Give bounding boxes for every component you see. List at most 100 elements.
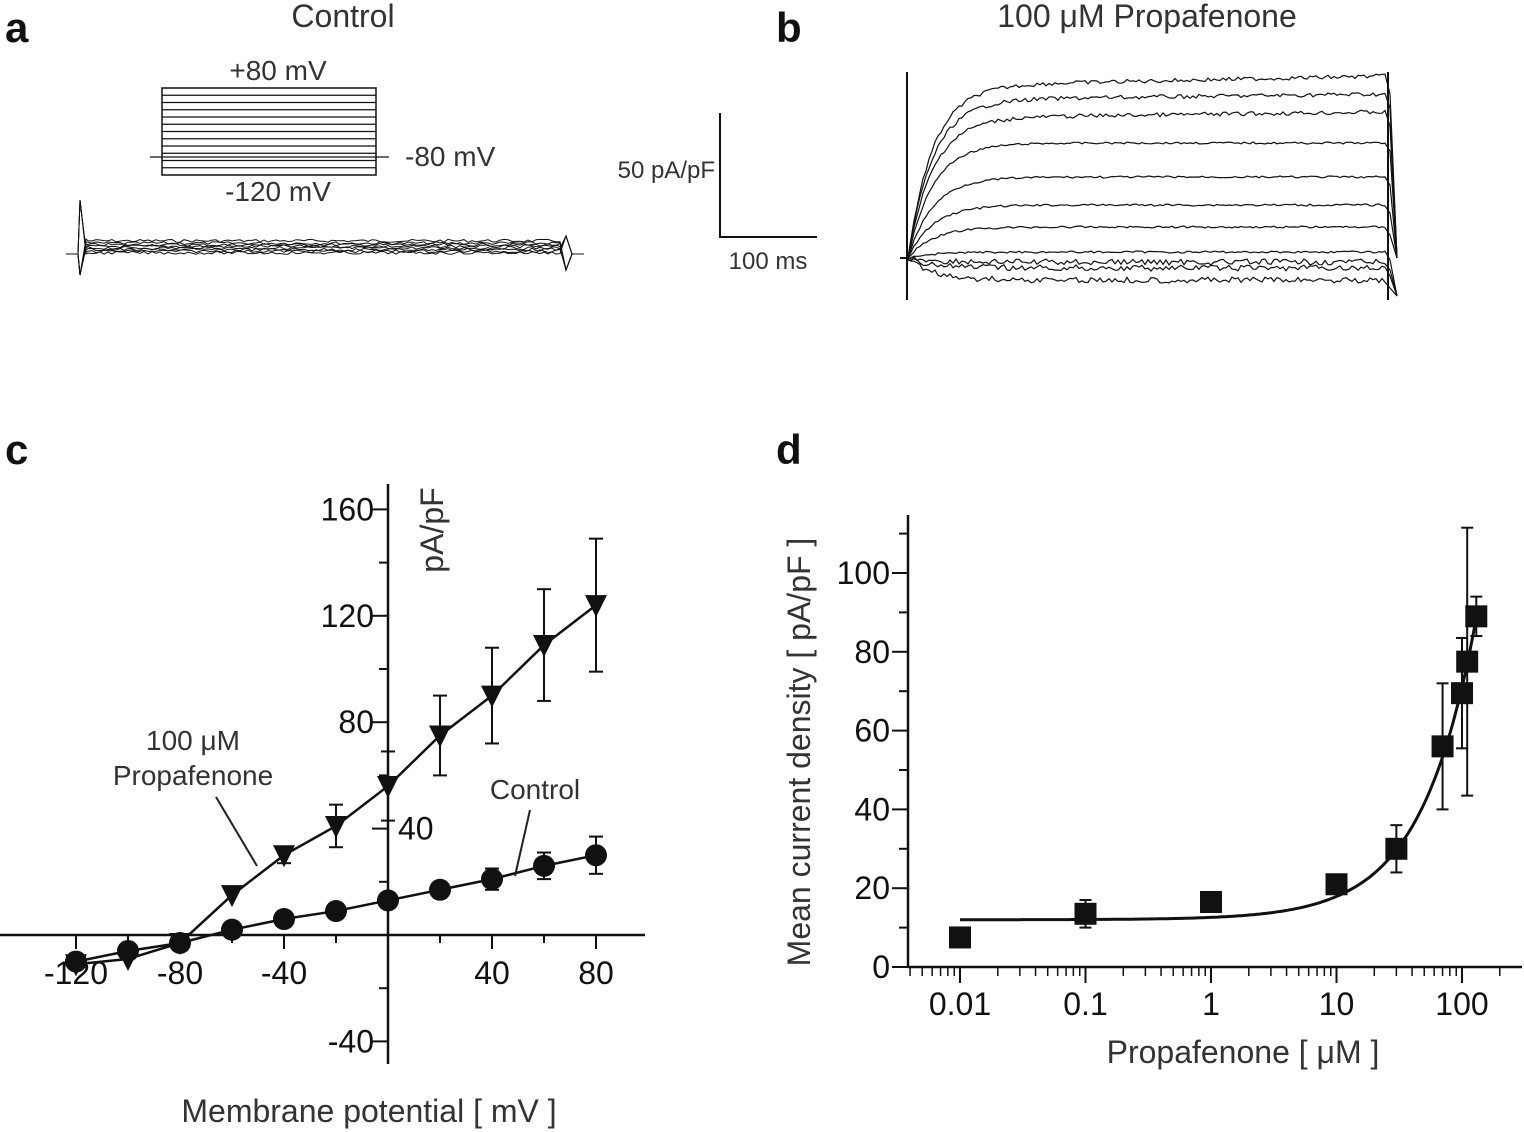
propafenone-trace [900,92,1398,262]
dose-response-y-tick-label: 100 [837,555,890,591]
propafenone-iv-point [585,595,607,618]
propafenone-iv-point [429,725,451,748]
panel-d: d 0.01 0.1 1 10 100 0 20 40 60 80 100 Mean current… [776,426,1522,1070]
control-iv-point [533,854,555,877]
panel-letter-d: d [776,426,802,473]
annotation-drug-line2: Propafenone [113,760,273,791]
propafenone-trace [900,255,1398,297]
propafenone-trace [900,250,1398,297]
scale-bar-y-label: 50 pA/pF [618,157,715,184]
dose-response-point [1325,873,1348,896]
panel-b-title: 100 μM Propafenone [997,0,1297,34]
propafenone-iv-point [117,948,139,971]
iv-y-tick-label: 120 [321,598,374,634]
scale-bar: 50 pA/pF 100 ms [618,113,817,275]
propafenone-iv-point [377,776,399,799]
scale-bar-x-label: 100 ms [729,248,808,275]
propafenone-iv-point [533,635,555,658]
panel-letter-b: b [776,4,802,51]
propafenone-trace [900,203,1398,259]
panel-letter-a: a [5,4,29,51]
panel-b: b 100 μM Propafenone [776,0,1398,300]
iv-x-axis-label: Membrane potential [ mV ] [181,1093,556,1129]
dose-response-y-tick-label: 0 [872,949,890,985]
propafenone-trace [900,257,1398,297]
scale-bar-lines [719,113,817,238]
iv-x-tick-label: 40 [474,955,510,991]
dose-response-x-tick-label: 0.1 [1063,986,1107,1022]
iv-y-tick-label: -40 [328,1023,374,1059]
dose-response-point [949,926,971,949]
dose-response-point [1385,837,1408,860]
dose-response-fit-curve [960,617,1478,922]
propafenone-iv-point [325,815,347,838]
control-trace [66,238,584,276]
iv-x-tick-label: 80 [578,955,614,991]
protocol-hold-label: -80 mV [405,141,496,172]
iv-error-bars [277,537,603,899]
propafenone-iv-point [273,845,295,868]
propafenone-trace [900,255,1398,297]
dose-response-x-axis-label: Propafenone [ μM ] [1107,1034,1380,1070]
propafenone-iv-point [65,954,87,977]
control-trace [66,199,584,255]
protocol-steps [162,94,376,169]
protocol-top-label: +80 mV [229,55,327,86]
dose-response-point [1200,890,1222,913]
control-iv-point [273,908,295,931]
control-trace [66,241,584,276]
dose-response-x-tick-label: 1 [1202,986,1220,1022]
dose-response-y-tick-label: 80 [854,634,890,670]
control-iv-point [585,844,607,867]
panel-letter-c: c [5,426,28,473]
propafenone-trace [900,141,1398,259]
dose-response-markers [949,605,1488,949]
iv-y-tick-label: 40 [398,811,434,847]
annotation-drug-pointer [215,796,258,867]
panel-a-title: Control [291,0,394,34]
propafenone-trace [900,225,1398,259]
dose-response-y-tick-label: 40 [854,791,890,827]
dose-response-error-bars [1079,526,1483,929]
control-trace [66,199,584,255]
dose-response-x-tick-label: 0.01 [929,986,991,1022]
protocol-bottom-label: -120 mV [225,176,331,207]
iv-y-tick-label: 160 [321,491,374,527]
control-trace [66,199,584,255]
iv-y-tick-label: 80 [338,704,374,740]
dose-response-point [1465,605,1488,628]
control-iv-point [481,868,503,891]
dose-response-x-tick-label: 10 [1319,986,1355,1022]
propafenone-trace [900,175,1398,260]
propafenone-current-traces [900,73,1398,297]
annotation-drug-line1: 100 μM [146,725,240,756]
annotation-control-pointer [514,809,531,877]
annotation-control: Control [490,774,580,805]
panel-a: a Control +80 mV -80 mV -120 mV [5,0,584,276]
dose-response-point [1431,735,1454,758]
iv-y-axis-label: pA/pF [414,487,450,572]
propafenone-iv-point [481,685,503,708]
dose-response-point [1456,650,1479,673]
dose-response-axes: 0.01 0.1 1 10 100 0 20 40 60 80 100 [837,515,1522,1022]
propafenone-trace [900,73,1398,259]
dose-response-x-tick-label: 100 [1435,986,1488,1022]
control-iv-point [221,918,243,941]
dose-response-y-tick-label: 20 [854,870,890,906]
dose-response-y-axis-label: Mean current density [ pA/pF ] [781,538,817,967]
propafenone-trace [900,109,1398,259]
propafenone-iv-point [221,885,243,908]
control-current-traces [66,199,584,276]
voltage-protocol: +80 mV -80 mV -120 mV [150,55,496,207]
dose-response-point [1451,682,1473,705]
dose-response-point [1074,902,1097,925]
control-iv-point [325,900,347,923]
iv-x-tick-label: -80 [157,955,203,991]
iv-x-tick-label: -40 [261,955,307,991]
iv-markers [65,595,607,977]
control-iv-point [429,878,451,901]
control-iv-point [377,889,399,912]
